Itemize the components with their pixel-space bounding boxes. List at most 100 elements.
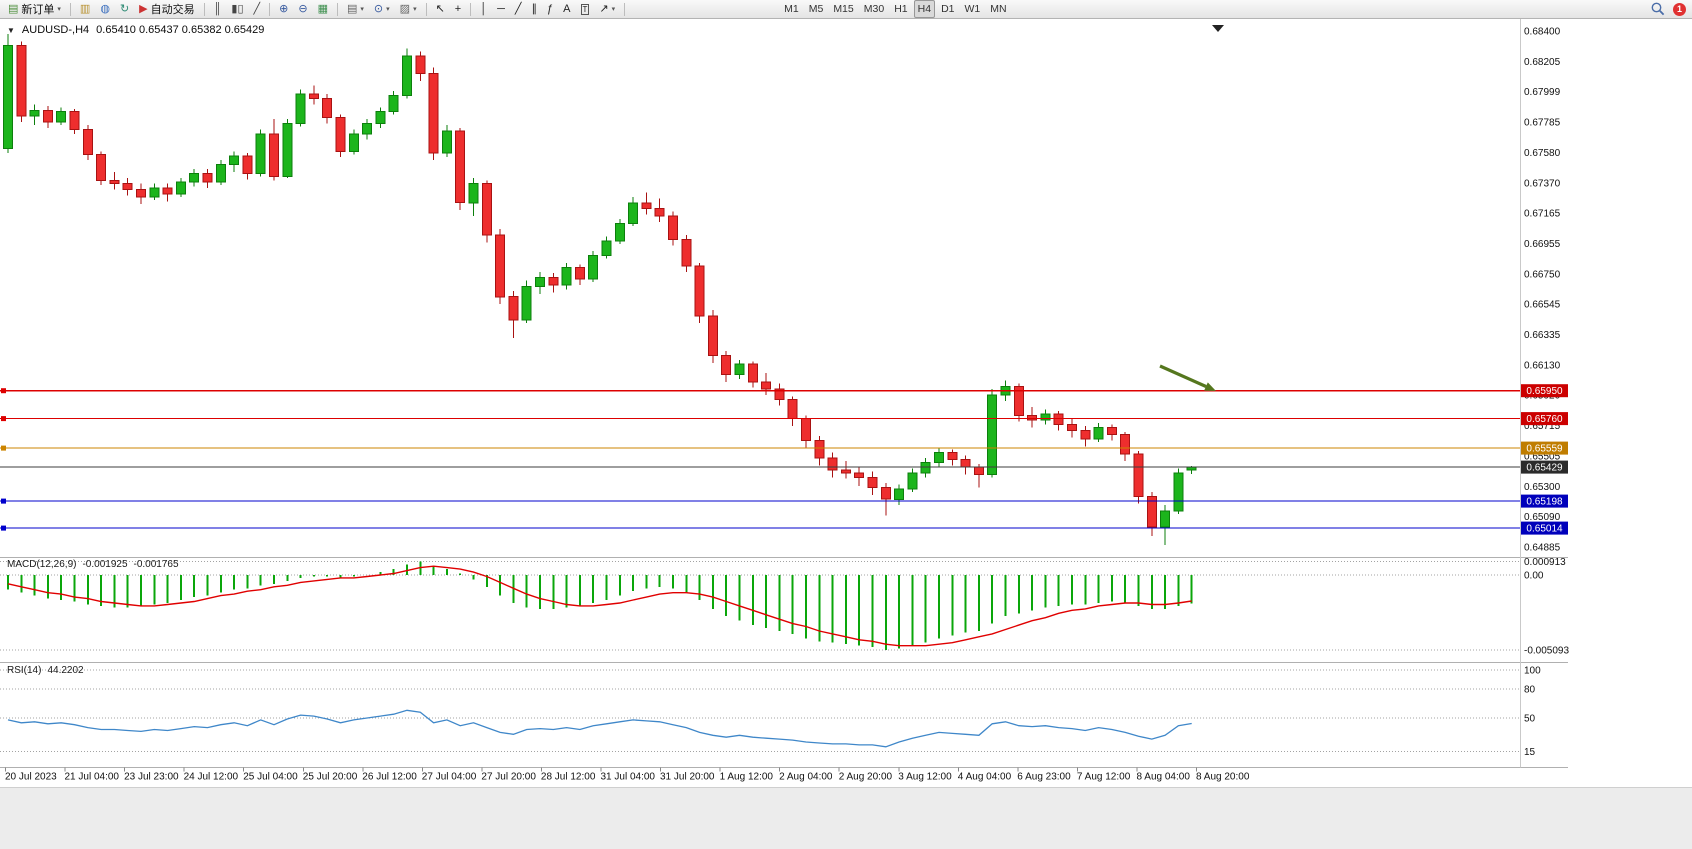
- candle-body: [947, 451, 958, 461]
- candle-body: [1093, 426, 1104, 440]
- new-chart-icon: ▤: [347, 2, 358, 15]
- timeframe-w1-button[interactable]: W1: [961, 0, 985, 18]
- bar-chart-button[interactable]: ║: [210, 0, 226, 18]
- candle-body: [335, 117, 346, 152]
- toolbar-spacer: [629, 9, 779, 10]
- new-chart-button-dropdown-icon[interactable]: ▾: [360, 6, 364, 13]
- profiles-button-dropdown-icon[interactable]: ▾: [386, 6, 390, 13]
- chart-canvas[interactable]: 0.68400 0.68205 0.67999 0.67785 0.67580 0.673…: [0, 19, 1692, 787]
- autotrading-button[interactable]: ▶ 自动交易: [135, 0, 198, 18]
- price-tick-label: 0.68400: [1524, 27, 1561, 38]
- arrow-shaft[interactable]: [1159, 364, 1207, 388]
- rsi-scale-label: 80: [1524, 685, 1536, 696]
- timeframe-m1-button[interactable]: M1: [780, 0, 803, 18]
- macd-scale-label: 0.000913: [1524, 557, 1566, 568]
- timeframe-h4-button[interactable]: H4: [913, 0, 936, 18]
- candle-body: [402, 55, 412, 97]
- candle-body: [880, 487, 891, 500]
- candle-body: [827, 457, 838, 471]
- channel-button[interactable]: ∥: [528, 0, 542, 18]
- tile-windows-button[interactable]: ▦: [314, 0, 332, 18]
- fibonacci-button[interactable]: ƒ: [543, 0, 557, 18]
- price-tag: [1521, 494, 1568, 508]
- candles-layer: [3, 33, 1197, 545]
- collapse-triangle-icon[interactable]: ▼: [7, 25, 15, 35]
- timeframe-h1-button[interactable]: H1: [890, 0, 911, 18]
- candlestick-chart-button[interactable]: ▮▯: [227, 0, 247, 18]
- profiles-button[interactable]: ⊙ ▾: [370, 0, 394, 18]
- line-handle[interactable]: [1, 388, 6, 394]
- candle-body: [255, 133, 266, 174]
- candle-body: [894, 488, 905, 500]
- trendline-button[interactable]: ╱: [511, 0, 526, 18]
- price-tag-label: 0.65950: [1526, 386, 1563, 397]
- candle-body: [1160, 510, 1171, 528]
- timeframe-d1-button[interactable]: D1: [937, 0, 958, 18]
- time-label: 24 Jul 12:00: [184, 772, 239, 783]
- timeframe-m15-button[interactable]: M15: [829, 0, 857, 18]
- toolbar-separator: [470, 2, 472, 16]
- line-handle[interactable]: [1, 525, 6, 531]
- label-button[interactable]: T: [577, 0, 594, 18]
- notification-badge[interactable]: 1: [1673, 2, 1686, 16]
- new-order-button[interactable]: ▤ 新订单 ▾: [4, 0, 65, 18]
- cursor-button[interactable]: ↖: [432, 0, 449, 18]
- toolbar-separator: [269, 2, 271, 16]
- arrow-object[interactable]: [1159, 364, 1216, 391]
- candle-body: [282, 123, 293, 177]
- line-handle[interactable]: [1, 416, 6, 422]
- arrow-head[interactable]: [1204, 382, 1216, 391]
- candle-body: [3, 45, 13, 150]
- text-button[interactable]: A: [559, 0, 574, 18]
- candle-body: [175, 181, 186, 195]
- price-tick-label: 0.65090: [1524, 512, 1561, 523]
- horizontal-line-button[interactable]: ─: [493, 0, 509, 18]
- candle-body: [149, 187, 160, 198]
- time-axis[interactable]: 20 Jul 2023 21 Jul 04:00 23 Jul 23:00 24 Ju…: [5, 767, 1250, 783]
- line-chart-icon: ╱: [253, 2, 261, 15]
- chart-window-button[interactable]: ▥: [76, 0, 94, 18]
- price-tick-label: 0.66750: [1524, 269, 1561, 280]
- timeframe-m5-button-label: M5: [808, 3, 824, 15]
- candle-body: [920, 462, 931, 474]
- timeframe-m5-button[interactable]: M5: [805, 0, 828, 18]
- templates-button[interactable]: ▨ ▾: [396, 0, 421, 18]
- candle-body: [481, 183, 492, 236]
- candle-body: [787, 399, 798, 420]
- line-chart-button[interactable]: ╱: [250, 0, 265, 18]
- price-axis[interactable]: 0.68400 0.68205 0.67999 0.67785 0.67580 0.673…: [1524, 27, 1561, 554]
- candle-body: [56, 111, 67, 123]
- candle-body: [907, 472, 918, 490]
- candle-body: [441, 130, 452, 154]
- zoom-out-icon: ⊖: [298, 2, 308, 15]
- arrows-button-dropdown-icon[interactable]: ▾: [611, 6, 616, 13]
- refresh-button[interactable]: ↻: [116, 0, 133, 18]
- candle-body: [388, 95, 399, 113]
- crosshair-button[interactable]: +: [451, 0, 465, 18]
- zoom-out-button[interactable]: ⊖: [294, 0, 311, 18]
- shift-marker-icon: [1212, 25, 1224, 32]
- zoom-in-button[interactable]: ⊕: [275, 0, 292, 18]
- timeframe-m30-button[interactable]: M30: [860, 0, 888, 18]
- time-label: 8 Aug 20:00: [1196, 772, 1250, 783]
- vertical-line-button[interactable]: │: [476, 0, 491, 18]
- candle-body: [109, 180, 120, 185]
- candle-body: [215, 164, 226, 183]
- market-watch-button[interactable]: ◍: [96, 0, 114, 18]
- arrows-button[interactable]: ↗ ▾: [595, 0, 619, 18]
- search-icon[interactable]: [1650, 1, 1666, 17]
- line-handle[interactable]: [1, 445, 6, 451]
- rsi-panel: 100 80 50 15: [0, 666, 1541, 758]
- new-chart-button[interactable]: ▤ ▾: [343, 0, 368, 18]
- timeframe-mn-button[interactable]: MN: [986, 0, 1010, 18]
- line-handle[interactable]: [1, 498, 6, 504]
- new-order-button-dropdown-icon[interactable]: ▾: [57, 6, 61, 13]
- autotrading-button-label: 自动交易: [150, 4, 195, 16]
- rsi-value: 44.2202: [47, 665, 84, 676]
- templates-button-dropdown-icon[interactable]: ▾: [413, 6, 417, 13]
- price-tag-label: 0.65760: [1526, 414, 1563, 425]
- arrow-object-icon: ↗: [599, 2, 609, 15]
- macd-scale-label: -0.005093: [1524, 646, 1569, 657]
- refresh-icon: ↻: [119, 2, 130, 15]
- price-tag-label: 0.65198: [1526, 497, 1563, 508]
